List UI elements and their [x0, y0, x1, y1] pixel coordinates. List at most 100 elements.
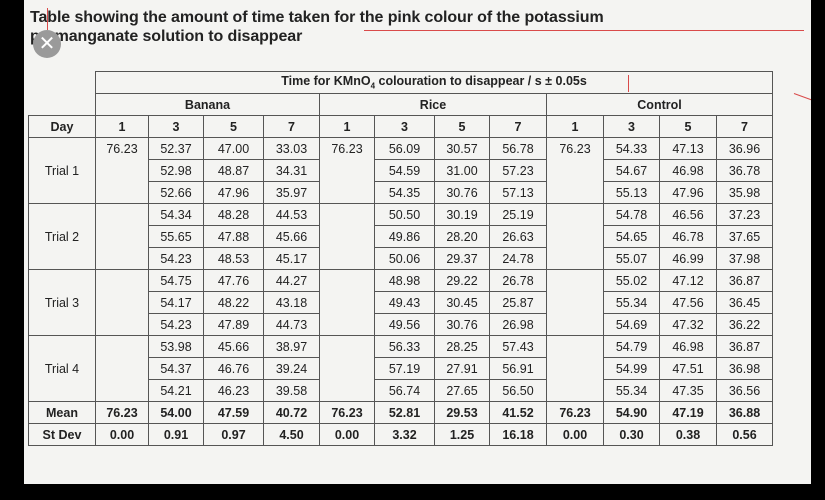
data-cell — [319, 203, 375, 226]
data-cell: 44.53 — [263, 203, 320, 226]
data-cell: 44.73 — [263, 313, 320, 336]
data-cell — [319, 181, 375, 204]
data-cell: 35.97 — [263, 181, 320, 204]
data-cell: 48.22 — [203, 291, 264, 314]
data-cell: 54.59 — [374, 159, 435, 182]
annotation-line — [47, 8, 48, 30]
data-cell: 54.33 — [603, 137, 660, 160]
data-cell — [95, 357, 149, 380]
title-line-2: permanganate solution to disappear — [30, 28, 303, 45]
data-cell: 47.56 — [659, 291, 717, 314]
table-row: 54.21 46.23 39.58 56.74 27.65 56.50 55.34 47.35… — [29, 379, 773, 402]
data-cell: 47.12 — [659, 269, 717, 292]
data-cell: 28.25 — [434, 335, 490, 358]
summary-label: St Dev — [28, 423, 96, 446]
data-cell: 46.76 — [203, 357, 264, 380]
data-cell: 47.96 — [203, 181, 264, 204]
data-cell: 56.33 — [374, 335, 435, 358]
data-cell: 46.98 — [659, 335, 717, 358]
data-cell: 47.35 — [659, 379, 717, 402]
annotation-line — [364, 30, 804, 31]
summary-cell: 76.23 — [546, 401, 604, 424]
data-cell: 46.78 — [659, 225, 717, 248]
data-cell: 54.17 — [148, 291, 204, 314]
summary-cell: 0.56 — [716, 423, 773, 446]
summary-label: Mean — [28, 401, 96, 424]
data-cell — [319, 159, 375, 182]
table-title: Table showing the amount of time taken f… — [30, 8, 604, 46]
summary-row: St Dev 0.00 0.91 0.97 4.50 0.00 3.32 1.25 16.18 0… — [28, 423, 773, 446]
table-row: 55.65 47.88 45.66 49.86 28.20 26.63 54.65 46.78… — [29, 225, 773, 248]
table-row: Trial 3 54.75 47.76 44.27 48.98 29.22 26.78 55.… — [28, 269, 773, 336]
data-cell: 55.65 — [148, 225, 204, 248]
day-header: 5 — [659, 115, 717, 138]
data-cell: 46.99 — [659, 247, 717, 270]
trial-label: Trial 1 — [28, 137, 96, 204]
data-cell: 30.45 — [434, 291, 490, 314]
data-cell — [319, 379, 375, 402]
data-cell: 46.98 — [659, 159, 717, 182]
data-cell: 50.50 — [374, 203, 435, 226]
data-cell: 48.87 — [203, 159, 264, 182]
close-icon[interactable]: ✕ — [33, 30, 61, 58]
data-cell: 36.45 — [716, 291, 773, 314]
summary-cell: 41.52 — [489, 401, 547, 424]
data-cell: 54.23 — [148, 247, 204, 270]
data-cell: 26.78 — [489, 269, 547, 292]
data-cell: 57.13 — [489, 181, 547, 204]
table-row: Trial 2 54.34 48.28 44.53 50.50 30.19 25.19 54.… — [28, 203, 773, 270]
summary-cell: 76.23 — [95, 401, 149, 424]
data-cell: 76.23 — [546, 137, 604, 160]
data-cell: 30.57 — [434, 137, 490, 160]
data-cell — [546, 313, 604, 336]
data-cell — [95, 313, 149, 336]
data-cell: 36.56 — [716, 379, 773, 402]
data-cell: 38.97 — [263, 335, 320, 358]
data-cell: 56.50 — [489, 379, 547, 402]
summary-cell: 0.00 — [546, 423, 604, 446]
summary-cell: 0.38 — [659, 423, 717, 446]
day-header: 3 — [374, 115, 435, 138]
data-cell — [319, 335, 375, 358]
summary-cell: 0.00 — [319, 423, 375, 446]
data-cell: 47.89 — [203, 313, 264, 336]
data-cell: 26.98 — [489, 313, 547, 336]
data-cell: 49.86 — [374, 225, 435, 248]
data-cell: 27.65 — [434, 379, 490, 402]
summary-cell: 36.88 — [716, 401, 773, 424]
data-cell: 54.37 — [148, 357, 204, 380]
document-page: Table showing the amount of time taken f… — [24, 0, 811, 484]
data-cell: 57.23 — [489, 159, 547, 182]
table-row: 54.23 48.53 45.17 50.06 29.37 24.78 55.07 46.99… — [29, 247, 773, 270]
data-cell: 49.43 — [374, 291, 435, 314]
day-header: 3 — [148, 115, 204, 138]
summary-cell: 0.30 — [603, 423, 660, 446]
trial-label: Trial 4 — [28, 335, 96, 402]
data-cell: 48.53 — [203, 247, 264, 270]
data-cell — [546, 159, 604, 182]
data-cell — [319, 357, 375, 380]
summary-cell: 54.00 — [148, 401, 204, 424]
data-cell: 47.32 — [659, 313, 717, 336]
summary-cell: 3.32 — [374, 423, 435, 446]
data-cell: 36.87 — [716, 269, 773, 292]
table-row: 52.66 47.96 35.97 54.35 30.76 57.13 55.13 47.96… — [29, 181, 773, 204]
data-cell: 37.98 — [716, 247, 773, 270]
data-cell — [95, 159, 149, 182]
data-cell: 47.76 — [203, 269, 264, 292]
data-cell: 56.78 — [489, 137, 547, 160]
data-cell: 43.18 — [263, 291, 320, 314]
data-cell: 36.87 — [716, 335, 773, 358]
data-cell — [546, 247, 604, 270]
data-cell — [95, 269, 149, 292]
data-cell: 45.66 — [263, 225, 320, 248]
summary-cell: 16.18 — [489, 423, 547, 446]
data-cell: 37.23 — [716, 203, 773, 226]
day-header: 7 — [263, 115, 320, 138]
data-cell: 57.43 — [489, 335, 547, 358]
data-cell: 36.22 — [716, 313, 773, 336]
data-cell — [319, 269, 375, 292]
data-cell — [546, 379, 604, 402]
data-cell: 76.23 — [319, 137, 375, 160]
summary-cell: 47.59 — [203, 401, 264, 424]
